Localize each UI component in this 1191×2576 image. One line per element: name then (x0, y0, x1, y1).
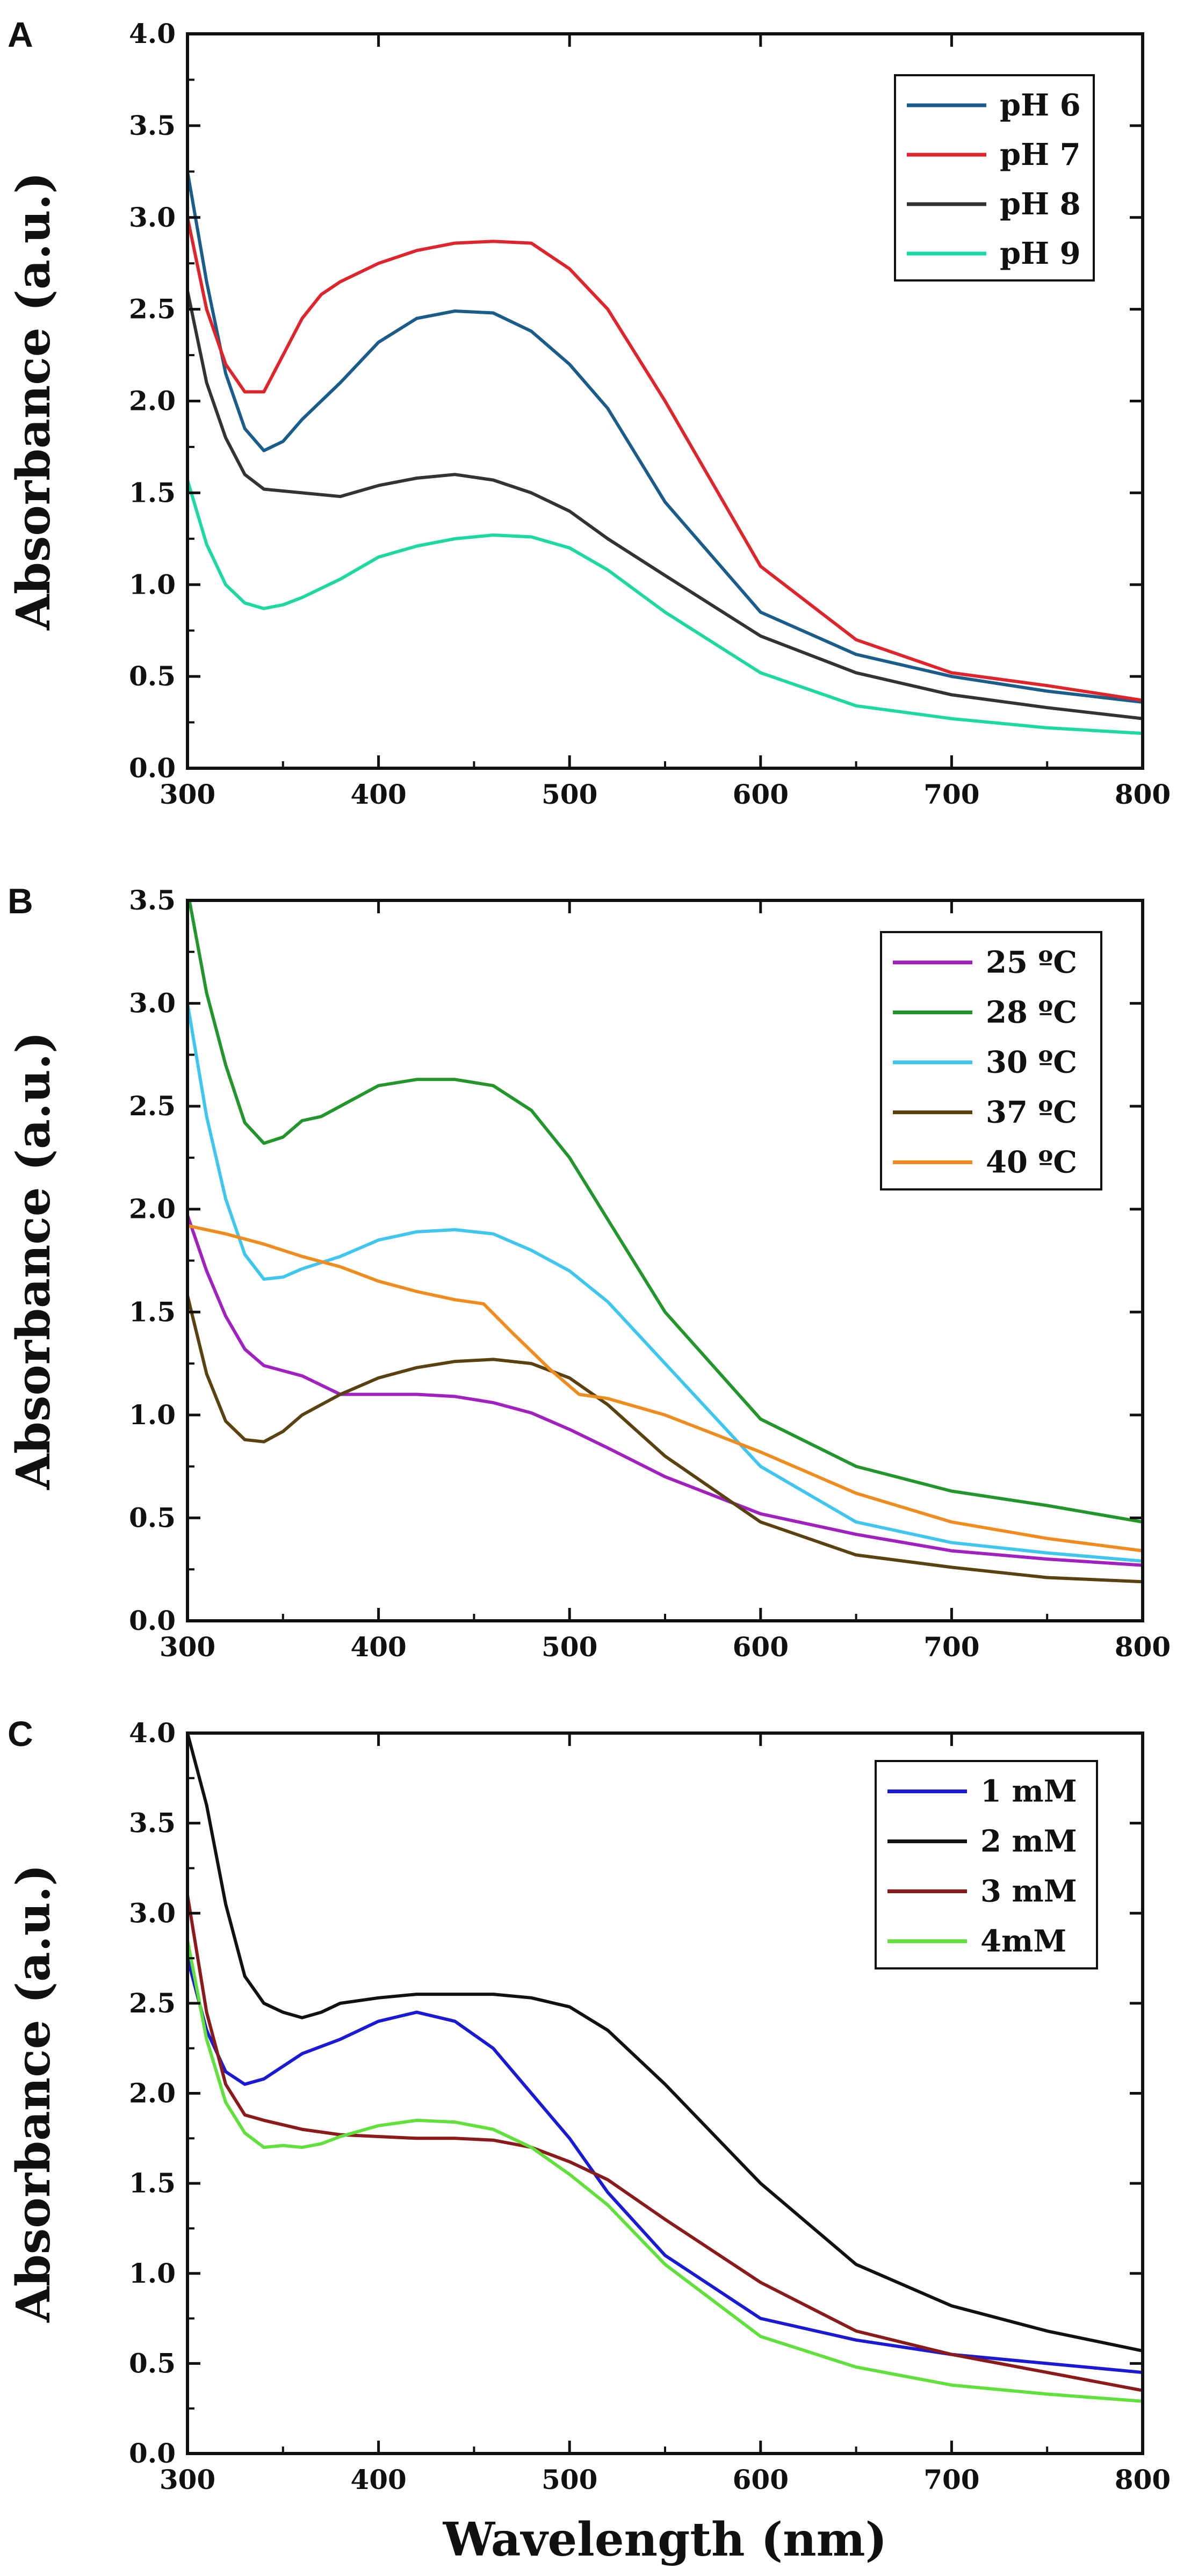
series-line-3 (187, 1893, 1143, 2392)
series-group (187, 170, 1143, 735)
x-tick-label: 700 (923, 778, 979, 810)
panel-letter: B (8, 881, 33, 921)
panel-letter: C (8, 1714, 33, 1754)
y-tick-label: 4.0 (129, 18, 176, 49)
x-tick-label: 500 (542, 1631, 597, 1663)
series-line-1 (187, 1957, 1143, 2375)
x-tick-label: 300 (160, 1631, 215, 1663)
series-group (187, 900, 1143, 1584)
x-tick-label: 600 (733, 1631, 789, 1663)
y-tick-label: 2.0 (129, 2077, 176, 2109)
y-tick-label: 2.5 (129, 1090, 176, 1122)
y-tick-label: 1.0 (129, 568, 176, 600)
legend-box (894, 74, 1095, 282)
series-line-4 (187, 478, 1143, 735)
y-axis-title: Absorbance (a.u.) (6, 1031, 61, 1490)
x-tick-label: 600 (733, 778, 789, 810)
series-line-4 (187, 1294, 1143, 1584)
legend-label: 4mM (980, 1924, 1066, 1959)
legend-label: 30 ºC (986, 1045, 1077, 1080)
legend-label: 3 mM (980, 1874, 1077, 1909)
panel-letter: A (8, 15, 33, 54)
y-tick-label: 3.5 (129, 110, 176, 141)
x-tick-label: 400 (350, 1631, 406, 1663)
x-tick-label: 800 (1115, 2464, 1171, 2495)
x-tick-label: 700 (923, 2464, 979, 2495)
legend-label: 40 ºC (986, 1145, 1077, 1180)
series-line-4 (187, 1938, 1143, 2403)
panel-c: C 300 400 500 600 700 800 0.0 0.5 1.0 1.5 2.0 2.5 3.0… (6, 1714, 1171, 2567)
y-tick-label: 0.5 (129, 660, 176, 692)
y-tick-label: 1.5 (129, 477, 176, 508)
legend-box (875, 1760, 1098, 1969)
y-tick-label: 3.0 (129, 201, 176, 233)
x-tick-label: 500 (542, 2464, 597, 2495)
y-tick-label: 2.5 (129, 293, 176, 325)
x-tick-label: 400 (350, 778, 406, 810)
y-tick-label: 1.5 (129, 2167, 176, 2199)
series-line-1 (187, 1214, 1143, 1567)
x-tick-label: 300 (160, 2464, 215, 2495)
y-tick-label: 1.5 (129, 1296, 176, 1327)
y-tick-label: 2.0 (129, 385, 176, 417)
y-tick-label: 3.5 (129, 884, 176, 916)
y-tick-label: 2.5 (129, 1987, 176, 2019)
legend-label: pH 6 (1000, 88, 1081, 123)
legend-label: 37 ºC (986, 1095, 1077, 1130)
y-tick-label: 3.5 (129, 1807, 176, 1839)
legend-label: pH 8 (1000, 186, 1081, 222)
panel-b: B 300 400 500 600 700 800 0.0 0.5 1.0 1.5 2.0 2.5 3.0… (6, 881, 1171, 1663)
x-tick-label: 400 (350, 2464, 406, 2495)
y-tick-label: 0.5 (129, 2347, 176, 2379)
x-tick-label: 800 (1115, 778, 1171, 810)
series-line-3 (187, 289, 1143, 720)
y-tick-label: 3.0 (129, 987, 176, 1019)
y-tick-label: 3.0 (129, 1897, 176, 1929)
y-tick-label: 1.0 (129, 2257, 176, 2289)
x-tick-label: 300 (160, 778, 215, 810)
series-line-5 (187, 1224, 1143, 1553)
y-tick-label: 2.0 (129, 1193, 176, 1225)
y-tick-label: 0.0 (129, 1605, 176, 1636)
y-axis-title: Absorbance (a.u.) (6, 1864, 61, 2323)
y-tick-label: 0.5 (129, 1502, 176, 1533)
y-tick-label: 0.0 (129, 752, 176, 784)
y-axis-title: Absorbance (a.u.) (6, 172, 61, 631)
legend-label: 28 ºC (986, 995, 1077, 1030)
legend-label: 1 mM (980, 1774, 1077, 1809)
panel-a: A 300 400 500 600 700 800 0.0 0.5 1.0 1.5 2.0 2.5 3.0… (6, 15, 1171, 810)
legend-label: pH 7 (1000, 137, 1081, 172)
series-line-1 (187, 170, 1143, 704)
y-tick-label: 4.0 (129, 1717, 176, 1749)
x-tick-label: 500 (542, 778, 597, 810)
series-line-2 (187, 1733, 1143, 2353)
legend-label: 2 mM (980, 1824, 1077, 1859)
series-group (187, 1733, 1143, 2403)
series-line-2 (187, 215, 1143, 702)
x-tick-label: 600 (733, 2464, 789, 2495)
legend-label: 25 ºC (986, 945, 1077, 980)
legend-label: pH 9 (1000, 236, 1081, 271)
x-tick-label: 800 (1115, 1631, 1171, 1663)
x-axis-title: Wavelength (nm) (443, 2513, 887, 2567)
x-tick-label: 700 (923, 1631, 979, 1663)
y-tick-label: 0.0 (129, 2437, 176, 2469)
y-tick-label: 1.0 (129, 1399, 176, 1431)
series-line-3 (187, 1001, 1143, 1563)
series-line-2 (187, 900, 1143, 1524)
